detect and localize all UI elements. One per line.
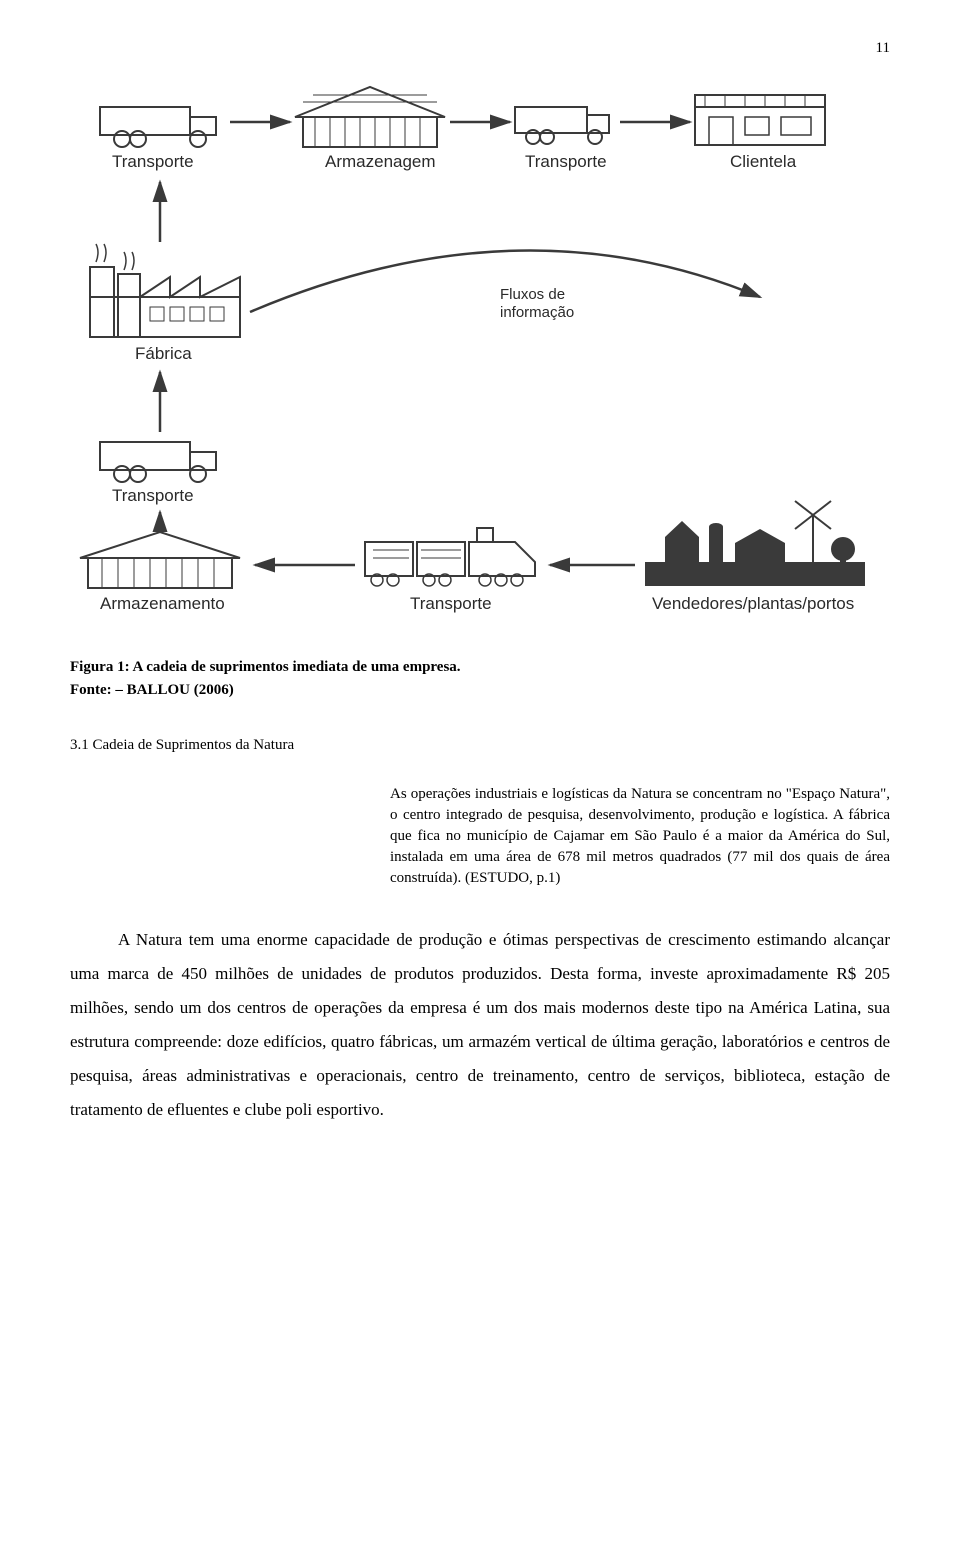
label-clientela: Clientela — [730, 152, 797, 171]
label-armazenamento: Armazenamento — [100, 594, 225, 613]
truck-icon — [515, 107, 609, 144]
label-informacao: informação — [500, 304, 574, 321]
block-quote: As operações industriais e logísticas da… — [390, 784, 890, 889]
label-vendedores: Vendedores/plantas/portos — [652, 594, 854, 613]
warehouse-icon — [295, 87, 445, 147]
truck-icon — [100, 442, 216, 482]
label-transporte-3: Transporte — [112, 486, 194, 505]
section-heading: 3.1 Cadeia de Suprimentos da Natura — [70, 737, 890, 754]
caption-title: Figura 1: A cadeia de suprimentos imedia… — [70, 656, 890, 679]
train-icon — [365, 528, 535, 586]
warehouse-icon — [80, 532, 240, 588]
label-transporte-2: Transporte — [525, 152, 607, 171]
supply-chain-diagram: Transporte Armazenagem Transporte — [70, 67, 890, 632]
label-transporte-1: Transporte — [112, 152, 194, 171]
label-fabrica: Fábrica — [135, 344, 192, 363]
caption-source: Fonte: – BALLOU (2006) — [70, 679, 890, 702]
farm-port-icon — [645, 501, 865, 586]
label-armazenagem: Armazenagem — [325, 152, 436, 171]
store-icon — [695, 95, 825, 145]
label-transporte-4: Transporte — [410, 594, 492, 613]
body-paragraph: A Natura tem uma enorme capacidade de pr… — [70, 923, 890, 1127]
page-number: 11 — [70, 40, 890, 57]
truck-icon — [100, 107, 216, 147]
factory-icon — [90, 244, 240, 337]
figure-caption: Figura 1: A cadeia de suprimentos imedia… — [70, 656, 890, 701]
label-fluxos: Fluxos de — [500, 286, 565, 303]
